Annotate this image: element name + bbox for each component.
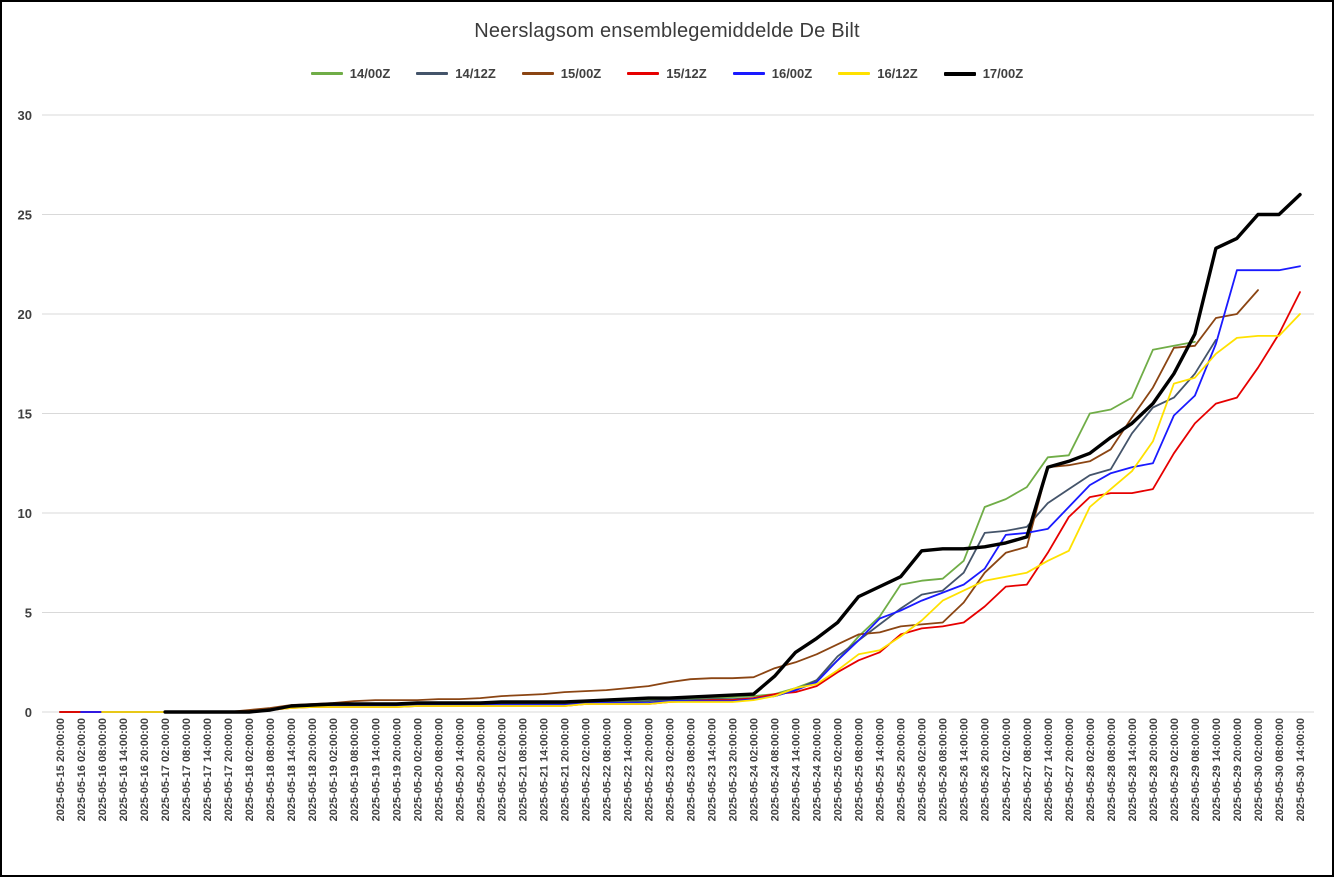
- x-axis-tick-label: 2025-05-16 02:00:00: [76, 718, 88, 821]
- y-axis-tick-label: 5: [25, 606, 32, 621]
- x-axis-tick-label: 2025-05-23 20:00:00: [728, 718, 740, 821]
- x-axis-tick-label: 2025-05-16 14:00:00: [118, 718, 130, 821]
- legend-label: 15/12Z: [666, 66, 707, 81]
- legend-label: 16/12Z: [877, 66, 918, 81]
- x-axis-tick-label: 2025-05-18 20:00:00: [307, 718, 319, 821]
- x-axis-tick-label: 2025-05-21 08:00:00: [517, 718, 529, 821]
- legend-item-14-00z: 14/00Z: [310, 66, 391, 81]
- x-axis-tick-label: 2025-05-27 08:00:00: [1022, 718, 1034, 821]
- x-axis-tick-label: 2025-05-19 08:00:00: [349, 718, 361, 821]
- x-axis-tick-label: 2025-05-24 14:00:00: [791, 718, 803, 821]
- y-axis-tick-label: 15: [18, 407, 32, 422]
- series-line-16-00z: [80, 265, 1301, 713]
- x-axis-tick-label: 2025-05-26 20:00:00: [980, 718, 992, 821]
- legend-item-15-00z: 15/00Z: [521, 66, 602, 81]
- x-axis-tick-label: 2025-05-26 14:00:00: [959, 718, 971, 821]
- legend-line-swatch: [732, 72, 765, 75]
- x-axis-tick-label: 2025-05-22 02:00:00: [580, 718, 592, 821]
- x-axis-tick-label: 2025-05-27 14:00:00: [1043, 718, 1055, 821]
- x-axis-tick-label: 2025-05-26 08:00:00: [938, 718, 950, 821]
- x-axis-tick-label: 2025-05-20 14:00:00: [454, 718, 466, 821]
- legend-label: 14/12Z: [455, 66, 496, 81]
- legend-item-16-00z: 16/00Z: [732, 66, 813, 81]
- legend-label: 15/00Z: [560, 66, 602, 81]
- legend-line-swatch: [416, 72, 449, 75]
- x-axis-tick-label: 2025-05-25 08:00:00: [854, 718, 866, 821]
- x-axis-tick-label: 2025-05-27 02:00:00: [1001, 718, 1013, 821]
- y-axis-tick-label: 20: [18, 307, 32, 322]
- x-axis-tick-label: 2025-05-28 14:00:00: [1127, 718, 1139, 821]
- chart-title: Neerslagsom ensemblegemiddelde De Bilt: [474, 20, 860, 42]
- x-axis-tick-label: 2025-05-17 20:00:00: [223, 718, 235, 821]
- x-axis-tick-label: 2025-05-22 08:00:00: [601, 718, 613, 821]
- x-axis-tick-label: 2025-05-22 14:00:00: [623, 718, 635, 821]
- series-line-15-00z: [59, 289, 1259, 713]
- legend-line-swatch: [627, 72, 660, 75]
- x-axis-tick-label: 2025-05-30 08:00:00: [1274, 718, 1286, 821]
- x-axis-tick-label: 2025-05-18 14:00:00: [286, 718, 298, 821]
- series-line-14-12z: [59, 339, 1217, 713]
- x-axis-tick-label: 2025-05-30 02:00:00: [1253, 718, 1265, 821]
- x-axis-tick-label: 2025-05-25 14:00:00: [875, 718, 887, 821]
- x-axis-tick-label: 2025-05-21 14:00:00: [538, 718, 550, 821]
- x-axis-tick-label: 2025-05-17 02:00:00: [160, 718, 172, 821]
- legend-item-17-00z: 17/00Z: [943, 66, 1024, 81]
- x-axis-tick-label: 2025-05-24 02:00:00: [749, 718, 761, 821]
- x-axis-tick-label: 2025-05-19 02:00:00: [328, 718, 340, 821]
- y-axis-tick-label: 0: [25, 705, 32, 720]
- legend-line-swatch: [838, 72, 871, 75]
- x-axis-tick-label: 2025-05-24 20:00:00: [812, 718, 824, 821]
- x-axis-tick-label: 2025-05-26 02:00:00: [917, 718, 929, 821]
- x-axis-tick-label: 2025-05-17 08:00:00: [181, 718, 193, 821]
- legend-line-swatch: [521, 72, 554, 75]
- y-axis-tick-label: 30: [18, 108, 32, 123]
- legend-label: 14/00Z: [349, 66, 391, 81]
- x-axis-tick-label: 2025-05-20 20:00:00: [475, 718, 487, 821]
- x-axis-tick-label: 2025-05-25 02:00:00: [833, 718, 845, 821]
- series-line-17-00z: [163, 192, 1302, 714]
- legend-label: 16/00Z: [771, 66, 813, 81]
- x-axis-tick-label: 2025-05-30 14:00:00: [1295, 718, 1307, 821]
- chart-legend: 14/00Z 14/12Z 15/00Z 15/12Z 16/00Z 16/12Z 17/0…: [2, 66, 1332, 81]
- x-axis-tick-label: 2025-05-28 02:00:00: [1085, 718, 1097, 821]
- x-axis-tick-label: 2025-05-25 20:00:00: [896, 718, 908, 821]
- x-axis-tick-label: 2025-05-28 08:00:00: [1106, 718, 1118, 821]
- x-axis-tick-label: 2025-05-20 02:00:00: [412, 718, 424, 821]
- y-axis-tick-label: 25: [18, 208, 32, 223]
- legend-item-14-12z: 14/12Z: [416, 66, 496, 81]
- x-axis-tick-label: 2025-05-23 14:00:00: [707, 718, 719, 821]
- series-line-16-12z: [101, 313, 1301, 713]
- legend-label: 17/00Z: [982, 66, 1024, 81]
- x-axis-tick-label: 2025-05-29 20:00:00: [1232, 718, 1244, 821]
- x-axis-tick-label: 2025-05-21 20:00:00: [559, 718, 571, 821]
- x-axis-tick-label: 2025-05-21 02:00:00: [496, 718, 508, 821]
- x-axis-tick-label: 2025-05-19 20:00:00: [391, 718, 403, 821]
- legend-line-swatch: [943, 71, 976, 76]
- legend-item-16-12z: 16/12Z: [838, 66, 918, 81]
- x-axis-tick-label: 2025-05-28 20:00:00: [1148, 718, 1160, 821]
- x-axis-tick-label: 2025-05-23 08:00:00: [686, 718, 698, 821]
- x-axis-tick-label: 2025-05-27 20:00:00: [1064, 718, 1076, 821]
- series-line-15-12z: [59, 291, 1301, 713]
- x-axis-tick-label: 2025-05-15 20:00:00: [55, 718, 67, 821]
- x-axis-tick-label: 2025-05-23 02:00:00: [665, 718, 677, 821]
- x-axis-tick-label: 2025-05-29 14:00:00: [1211, 718, 1223, 821]
- x-axis-tick-label: 2025-05-18 08:00:00: [265, 718, 277, 821]
- legend-line-swatch: [310, 72, 343, 75]
- x-axis-tick-label: 2025-05-29 08:00:00: [1190, 718, 1202, 821]
- legend-item-15-12z: 15/12Z: [627, 66, 707, 81]
- y-axis-tick-label: 10: [18, 506, 32, 521]
- x-axis-tick-label: 2025-05-22 20:00:00: [644, 718, 656, 821]
- x-axis-tick-label: 2025-05-16 08:00:00: [97, 718, 109, 821]
- x-axis-tick-label: 2025-05-24 08:00:00: [770, 718, 782, 821]
- x-axis-tick-label: 2025-05-20 08:00:00: [433, 718, 445, 821]
- x-axis-tick-label: 2025-05-19 14:00:00: [370, 718, 382, 821]
- x-axis-tick-label: 2025-05-18 02:00:00: [244, 718, 256, 821]
- x-axis-tick-label: 2025-05-16 20:00:00: [139, 718, 151, 821]
- x-axis-tick-label: 2025-05-17 14:00:00: [202, 718, 214, 821]
- x-axis-tick-label: 2025-05-29 02:00:00: [1169, 718, 1181, 821]
